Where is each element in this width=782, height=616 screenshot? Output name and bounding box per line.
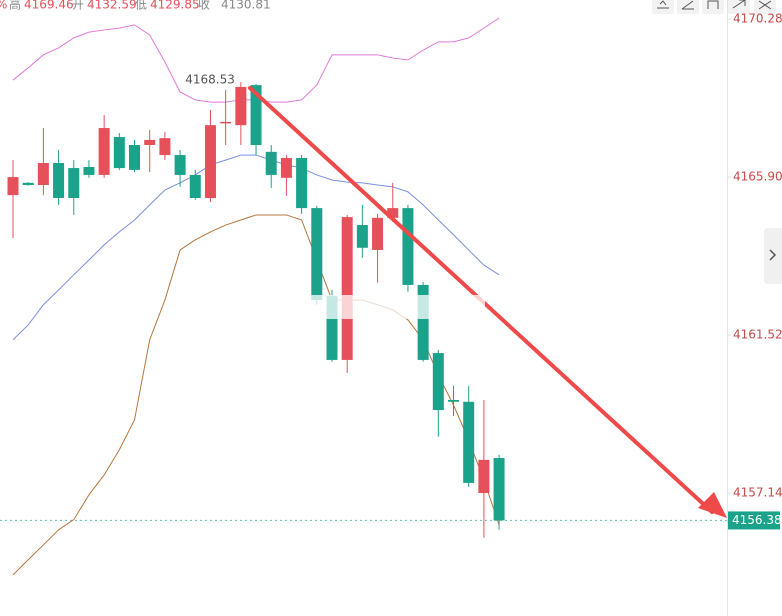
- candle-body: [159, 138, 171, 156]
- candle-body: [235, 86, 247, 126]
- candle-body: [174, 155, 186, 175]
- tool-button[interactable]: [677, 0, 699, 14]
- header-text: 4130.81: [221, 0, 271, 12]
- candle-body: [280, 157, 292, 178]
- tool-button[interactable]: [652, 0, 674, 14]
- header-text: 低: [135, 0, 147, 12]
- candle-body: [326, 296, 338, 360]
- tool-button[interactable]: [728, 0, 750, 14]
- candle-body: [220, 121, 232, 124]
- header-text: %: [0, 0, 7, 12]
- candle-body: [22, 182, 34, 186]
- plot: [7, 17, 505, 576]
- candle-body: [83, 166, 95, 175]
- candle-body: [463, 401, 475, 483]
- y-tick-label: 4170.28: [733, 12, 782, 26]
- candle-body: [68, 168, 80, 198]
- header-text: 开: [72, 0, 84, 12]
- candle-body: [417, 284, 429, 360]
- candle-body: [7, 177, 19, 196]
- y-tick-label: 4161.52: [733, 328, 782, 342]
- candle-body: [204, 125, 216, 198]
- y-tick-label: 4157.14: [733, 486, 782, 500]
- high-annotation: 4168.53: [185, 73, 235, 87]
- tool-button[interactable]: [702, 0, 724, 14]
- candle-body: [493, 458, 505, 521]
- header-text: 4169.46: [24, 0, 74, 12]
- toolbar: [652, 0, 776, 14]
- candle-body: [296, 157, 308, 209]
- header-text: 收: [198, 0, 210, 12]
- candle-body: [402, 208, 414, 285]
- candle-body: [37, 163, 49, 186]
- header-text: 高: [9, 0, 21, 12]
- candle-body: [98, 128, 110, 175]
- candle-body: [341, 217, 353, 360]
- y-tick-label: 4165.90: [733, 170, 782, 184]
- candle-body: [129, 144, 141, 170]
- tool-icon: [657, 0, 669, 9]
- candle-body: [387, 208, 399, 218]
- candle-body: [250, 85, 262, 145]
- tool-icon: [681, 0, 694, 10]
- candle-body: [53, 163, 65, 198]
- header-text: 4132.59: [87, 0, 137, 12]
- candle-body: [448, 399, 460, 402]
- candle-body: [478, 459, 490, 494]
- side-tab[interactable]: [764, 228, 782, 284]
- header-text: 4129.85: [150, 0, 200, 12]
- candle-body: [372, 217, 384, 250]
- candle-body: [144, 139, 156, 145]
- candle-body: [189, 174, 201, 198]
- candle-body: [113, 137, 125, 169]
- last-price-label: 4156.38: [732, 513, 782, 527]
- candle-body: [356, 225, 368, 248]
- candle-body: [265, 151, 277, 175]
- tool-icon: [758, 0, 772, 10]
- last-price-box: [728, 511, 780, 530]
- candle-body: [432, 353, 444, 411]
- candle-body: [311, 208, 323, 301]
- tool-icon: [707, 0, 719, 9]
- watermark: [300, 295, 485, 319]
- tool-icon: [732, 0, 746, 9]
- tool-button[interactable]: [754, 0, 776, 14]
